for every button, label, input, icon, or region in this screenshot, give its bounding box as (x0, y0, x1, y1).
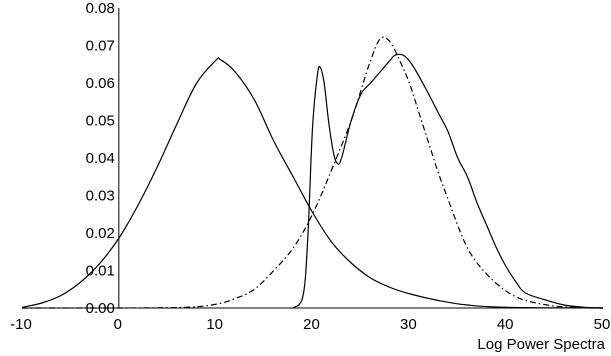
x-tick-label: 0 (114, 316, 122, 333)
x-tick-label: 50 (594, 316, 611, 333)
x-tick-label: 20 (303, 316, 320, 333)
y-tick-label: 0.00 (86, 300, 115, 317)
y-tick-label: 0.04 (86, 150, 115, 167)
y-tick-label: 0.06 (86, 75, 115, 92)
x-tick-labels: -10 0 10 20 30 40 50 (10, 316, 610, 333)
y-tick-label: 0.07 (86, 38, 115, 55)
y-tick-label: 0.05 (86, 113, 115, 130)
x-tick-label: 10 (206, 316, 223, 333)
y-tick-label: 0.01 (86, 263, 115, 280)
series-layer (21, 36, 604, 309)
x-tick-label: 30 (400, 316, 417, 333)
x-axis-label: Log Power Spectra (477, 336, 605, 353)
y-tick-label: 0.02 (86, 225, 115, 242)
series-line-1 (21, 57, 604, 309)
x-tick-label: 40 (497, 316, 514, 333)
y-tick-label: 0.03 (86, 188, 115, 205)
y-tick-labels: 0.00 0.01 0.02 0.03 0.04 0.05 0.06 0.07 0.08 (86, 0, 115, 317)
y-tick-label: 0.08 (86, 0, 115, 17)
series-line-2 (292, 53, 604, 309)
x-tick-label: -10 (10, 316, 32, 333)
